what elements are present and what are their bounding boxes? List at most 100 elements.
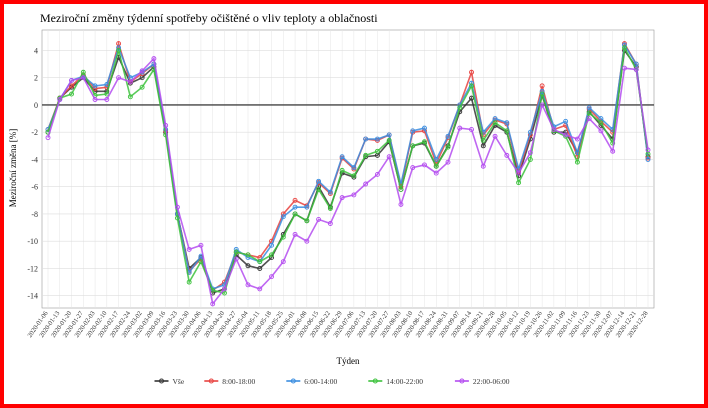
point [633, 67, 639, 72]
y-tick-label: 4 [34, 46, 38, 55]
point [504, 152, 510, 158]
panel [41, 29, 655, 309]
legend-label: 14:00-22:00 [386, 377, 423, 386]
point [69, 91, 74, 97]
point [139, 68, 145, 74]
point [186, 279, 192, 285]
point [69, 83, 74, 89]
point [116, 47, 122, 53]
point [598, 128, 604, 134]
point [186, 246, 192, 252]
point [80, 75, 86, 81]
point [127, 94, 133, 100]
point [127, 79, 133, 85]
point [104, 97, 110, 102]
point [433, 170, 439, 176]
legend-label: 22:00-06:00 [473, 377, 510, 386]
legend-label: 8:00-18:00 [222, 377, 255, 386]
point [480, 143, 486, 149]
point [351, 173, 357, 179]
point [351, 192, 357, 198]
series-line [47, 40, 649, 292]
point [80, 69, 86, 75]
point [374, 136, 380, 142]
point [304, 238, 310, 244]
point [363, 152, 369, 158]
x-axis-label: Týden [337, 356, 360, 366]
point [245, 282, 251, 288]
point [527, 150, 533, 156]
point [374, 148, 380, 154]
point [527, 157, 533, 162]
point [57, 97, 63, 102]
point [327, 221, 333, 226]
point [69, 77, 74, 83]
point [563, 118, 569, 124]
point [645, 157, 651, 162]
point [457, 105, 463, 111]
point [198, 259, 204, 265]
point [622, 65, 627, 71]
point [269, 274, 274, 280]
point [174, 204, 180, 210]
point [457, 125, 463, 131]
point [269, 252, 274, 258]
y-tick-label: -6 [31, 183, 38, 192]
point [574, 159, 580, 165]
legend-marker [372, 378, 378, 384]
point [504, 128, 510, 134]
y-tick-label: 2 [34, 74, 38, 83]
point [539, 102, 545, 108]
point [304, 204, 310, 210]
point [410, 143, 416, 149]
y-tick-label: -14 [27, 292, 38, 301]
point [622, 45, 627, 51]
point [222, 286, 227, 292]
point [398, 201, 404, 207]
point [104, 91, 110, 97]
series-line [47, 42, 649, 290]
point [539, 88, 545, 94]
point [433, 157, 439, 162]
point [445, 133, 451, 139]
point [516, 180, 522, 186]
series-line [47, 45, 649, 294]
point [469, 127, 474, 132]
point [586, 116, 592, 122]
point [492, 133, 498, 139]
point [422, 125, 427, 131]
point [304, 218, 310, 224]
point [327, 189, 333, 195]
chart-title: Meziroční změny týdenní spotřeby očištěn… [40, 11, 378, 25]
point [45, 135, 51, 141]
point [257, 286, 263, 292]
point [410, 128, 416, 134]
point [139, 84, 145, 90]
point [469, 83, 474, 89]
point [516, 170, 522, 176]
point [116, 75, 122, 81]
point [292, 211, 298, 217]
point [316, 186, 322, 192]
point [245, 252, 251, 258]
point [174, 215, 180, 221]
point [316, 178, 322, 184]
point [480, 137, 486, 143]
point [351, 165, 357, 171]
legend-label: 6:00-14:00 [304, 377, 337, 386]
series-line [47, 56, 649, 306]
y-tick-label: 0 [34, 101, 38, 110]
point [292, 204, 298, 210]
series-line [47, 48, 649, 295]
point [422, 162, 427, 168]
point [398, 186, 404, 192]
point [163, 122, 169, 128]
point [386, 137, 392, 143]
point [363, 181, 369, 187]
point [586, 105, 592, 111]
legend-marker [459, 378, 465, 384]
point [563, 132, 569, 138]
legend-label: Vše [173, 377, 185, 386]
